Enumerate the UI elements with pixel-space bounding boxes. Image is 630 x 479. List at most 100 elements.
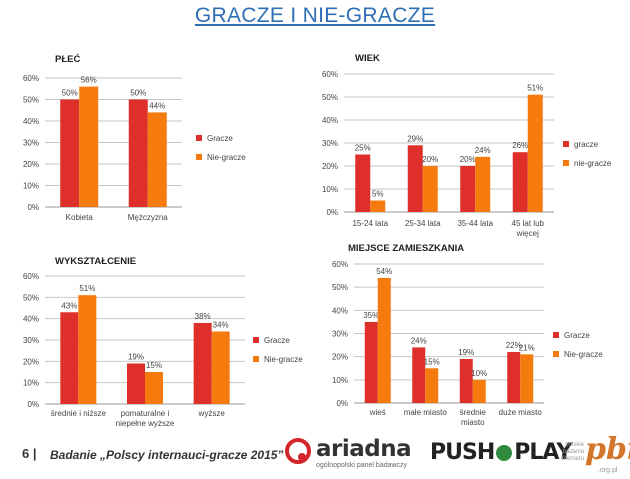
legend-swatch (563, 141, 569, 147)
data-label: 26% (512, 141, 528, 150)
data-label: 56% (81, 76, 97, 85)
data-label: 5% (372, 190, 384, 199)
data-label: 24% (411, 336, 427, 345)
legend-swatch (196, 154, 202, 160)
legend-swatch (196, 135, 202, 141)
data-label: 50% (62, 89, 78, 98)
x-tick-label: miasto (461, 418, 485, 427)
x-tick-label: średnie i niższe (51, 409, 107, 418)
legend-swatch (553, 351, 559, 357)
bar (145, 372, 163, 404)
data-label: 51% (79, 284, 95, 293)
legend-swatch (253, 337, 259, 343)
data-label: 51% (527, 84, 543, 93)
y-tick-label: 40% (23, 117, 39, 126)
bar (459, 358, 473, 403)
y-tick-label: 40% (23, 315, 39, 324)
y-tick-label: 50% (322, 93, 338, 102)
x-tick-label: Kobieta (66, 213, 94, 222)
legend-label: Gracze (564, 331, 590, 340)
data-label: 21% (519, 343, 535, 352)
legend-label: nie-gracze (574, 159, 612, 168)
pbi-logo-domain: .org.pl (598, 467, 618, 474)
bar (60, 99, 80, 207)
data-label: 50% (130, 89, 146, 98)
bar (193, 322, 212, 404)
play-icon (496, 445, 513, 461)
x-tick-label: 25-34 lata (405, 219, 441, 228)
y-tick-label: 20% (23, 357, 39, 366)
data-label: 20% (460, 155, 476, 164)
y-tick-label: 0% (27, 203, 39, 212)
data-label: 10% (471, 369, 487, 378)
bar (425, 368, 439, 403)
y-tick-label: 40% (322, 116, 338, 125)
pbi-logo: pbi (585, 432, 630, 467)
data-label: 43% (61, 301, 77, 310)
data-label: 38% (195, 312, 211, 321)
y-tick-label: 20% (23, 160, 39, 169)
x-tick-label: niepełne wyższe (116, 419, 175, 428)
x-tick-label: więcej (516, 229, 539, 238)
x-tick-label: 45 lat lub (512, 219, 545, 228)
y-tick-label: 10% (332, 376, 348, 385)
data-label: 15% (424, 357, 440, 366)
data-label: 22% (506, 341, 522, 350)
x-tick-label: 35-44 lata (457, 219, 493, 228)
y-tick-label: 60% (322, 70, 338, 79)
y-tick-label: 30% (23, 336, 39, 345)
data-label: 20% (422, 155, 438, 164)
y-tick-label: 0% (336, 399, 348, 408)
y-tick-label: 20% (332, 353, 348, 362)
y-tick-label: 10% (23, 379, 39, 388)
y-tick-label: 30% (322, 139, 338, 148)
bar (520, 354, 534, 403)
legend-label: gracze (574, 140, 599, 149)
chart-title: PŁEĆ (55, 53, 80, 65)
data-label: 15% (146, 361, 162, 370)
y-tick-label: 60% (23, 272, 39, 281)
bar (355, 154, 371, 212)
y-tick-label: 10% (23, 182, 39, 191)
pbi-logo-subtitle: polskie badania internetu (560, 442, 584, 462)
y-tick-label: 60% (332, 260, 348, 269)
bar (60, 312, 79, 404)
x-tick-label: wyższe (198, 409, 226, 418)
y-tick-label: 50% (332, 283, 348, 292)
y-tick-label: 10% (322, 185, 338, 194)
data-label: 24% (475, 146, 491, 155)
data-label: 35% (363, 311, 379, 320)
bar (422, 166, 438, 212)
bar (475, 156, 491, 212)
bar (211, 331, 230, 404)
data-label: 29% (407, 134, 423, 143)
y-tick-label: 0% (326, 208, 338, 217)
data-label: 34% (213, 320, 229, 329)
y-tick-label: 60% (23, 74, 39, 83)
x-tick-label: 15-24 lata (352, 219, 388, 228)
push-play-logo-left: PUSH (430, 440, 495, 465)
chart-title: MIEJSCE ZAMIESZKANIA (348, 243, 464, 254)
bar (127, 363, 145, 404)
legend-label: Gracze (207, 134, 233, 143)
x-tick-label: Mężczyzna (128, 213, 169, 222)
x-tick-label: duże miasto (499, 408, 543, 417)
page-number: 6 | (22, 446, 37, 461)
page-title: GRACZE I NIE-GRACZE (194, 4, 436, 27)
legend-label: Nie-gracze (564, 350, 603, 359)
chart-title: WIEK (355, 53, 380, 64)
data-label: 19% (458, 348, 474, 357)
x-tick-label: wieś (369, 408, 386, 417)
bar (412, 347, 426, 403)
bar (407, 145, 423, 212)
x-tick-label: pomaturalne i (121, 409, 170, 418)
bar (147, 112, 167, 207)
y-tick-label: 50% (23, 293, 39, 302)
bar (79, 86, 99, 207)
legend-swatch (253, 356, 259, 362)
y-tick-label: 40% (332, 306, 348, 315)
bar (507, 352, 521, 403)
